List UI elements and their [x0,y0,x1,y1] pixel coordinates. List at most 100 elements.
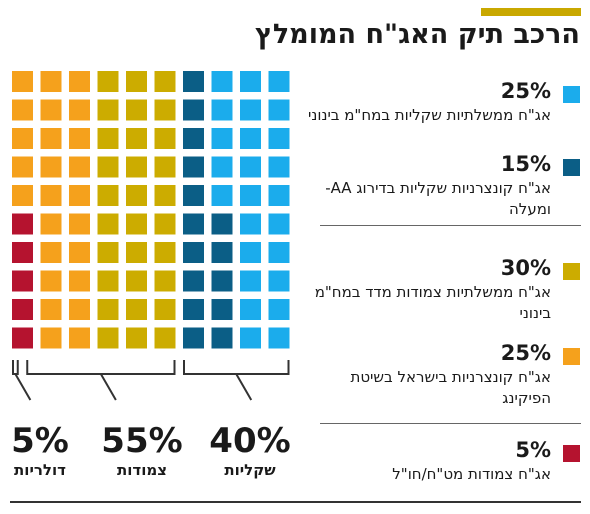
waffle-cell [240,327,261,349]
waffle-cell [154,270,176,292]
waffle-cell [240,99,261,121]
group-label-linked: צמודות [116,461,167,479]
waffle-cell [12,156,33,178]
group-pct-dollar: 5% [11,421,69,461]
legend-pct-3: 30% [500,256,551,280]
waffle-cell [268,299,290,320]
waffle-cell [240,156,261,178]
waffle-cell [183,156,204,178]
waffle-cell [97,71,119,92]
waffle-cell [12,213,33,235]
legend-text-2: אג"ח קונצרניות שקליות בדירוג AA- ומעלה [325,179,551,218]
legend-text-4: אג"ח קונצרניות בישראל בשיטת הפיקינג [350,368,551,407]
waffle-cell [40,299,62,320]
waffle-cell [69,299,90,320]
waffle-cell [183,327,204,349]
waffle-cell [154,128,176,149]
waffle-cell [211,213,233,235]
waffle-cell [126,213,147,235]
title-accent-bar [481,8,581,16]
bottom-rule [10,501,581,503]
waffle-cell [12,71,33,92]
waffle-cell [126,99,147,121]
waffle-cell [69,71,90,92]
legend-pct-2: 15% [500,152,551,176]
waffle-cell [69,242,90,263]
legend-pct-1: 25% [500,79,551,103]
legend-text-3: אג"ח ממשלתיות צמודות מדד במח"מ בינוני [314,283,551,322]
waffle-cell [126,128,147,149]
group-bracket [12,360,32,401]
waffle-cell [126,299,147,320]
waffle-cell [211,71,233,92]
waffle-cell [211,327,233,349]
waffle-cell [154,71,176,92]
waffle-cell [12,270,33,292]
legend-swatch-1 [563,86,580,103]
waffle-cell [154,299,176,320]
page-title: הרכב תיק האג"ח המומלץ [254,19,580,50]
waffle-cell [211,299,233,320]
waffle-cell [240,242,261,263]
waffle-cell [154,242,176,263]
group-label-dollar: דולריות [14,461,66,479]
group-pct-linked: 55% [101,421,183,461]
group-bracket [183,360,290,401]
waffle-cell [211,185,233,206]
waffle-cell [240,71,261,92]
waffle-cell [154,213,176,235]
waffle-cell [12,327,33,349]
waffle-cell [69,270,90,292]
waffle-cell [40,99,62,121]
waffle-cell [211,156,233,178]
waffle-cell [268,327,290,349]
waffle-cell [183,213,204,235]
waffle-cell [97,242,119,263]
waffle-cell [12,299,33,320]
waffle-cell [240,185,261,206]
waffle-cell [268,99,290,121]
legend-swatch-2 [563,159,580,176]
waffle-cell [97,185,119,206]
waffle-cell [40,242,62,263]
waffle-cell [268,156,290,178]
waffle-cell [240,213,261,235]
waffle-cell [40,213,62,235]
waffle-cell [183,99,204,121]
waffle-cell [40,128,62,149]
waffle-cell [183,242,204,263]
waffle-cell [183,71,204,92]
waffle-cell [12,242,33,263]
waffle-cell [97,213,119,235]
waffle-cell [268,71,290,92]
waffle-cell [268,270,290,292]
waffle-cell [268,128,290,149]
waffle-cell [126,156,147,178]
legend-pct-4: 25% [500,341,551,365]
waffle-cell [126,327,147,349]
waffle-cell [97,156,119,178]
legend-text-1: אג"ח ממשלתיות שקליות במח"מ בינוני [308,106,551,124]
waffle-cell [69,99,90,121]
waffle-cell [69,327,90,349]
waffle-cell [69,128,90,149]
waffle-cell [97,327,119,349]
legend-swatch-4 [563,348,580,365]
waffle-cell [268,242,290,263]
waffle-cell [97,270,119,292]
waffle-cell [183,128,204,149]
waffle-cell [69,213,90,235]
legend-swatch-3 [563,263,580,280]
waffle-cell [211,270,233,292]
waffle-cell [40,185,62,206]
waffle-cell [40,71,62,92]
waffle-cell [12,99,33,121]
waffle-cell [40,270,62,292]
legend-text-5: אג"ח צמודות מט"ח/חו"ל [392,465,551,483]
group-label-shekel: שקליות [224,461,276,479]
waffle-cell [97,128,119,149]
waffle-cell [154,327,176,349]
waffle-cell [97,99,119,121]
waffle-cell [97,299,119,320]
waffle-cell [211,128,233,149]
